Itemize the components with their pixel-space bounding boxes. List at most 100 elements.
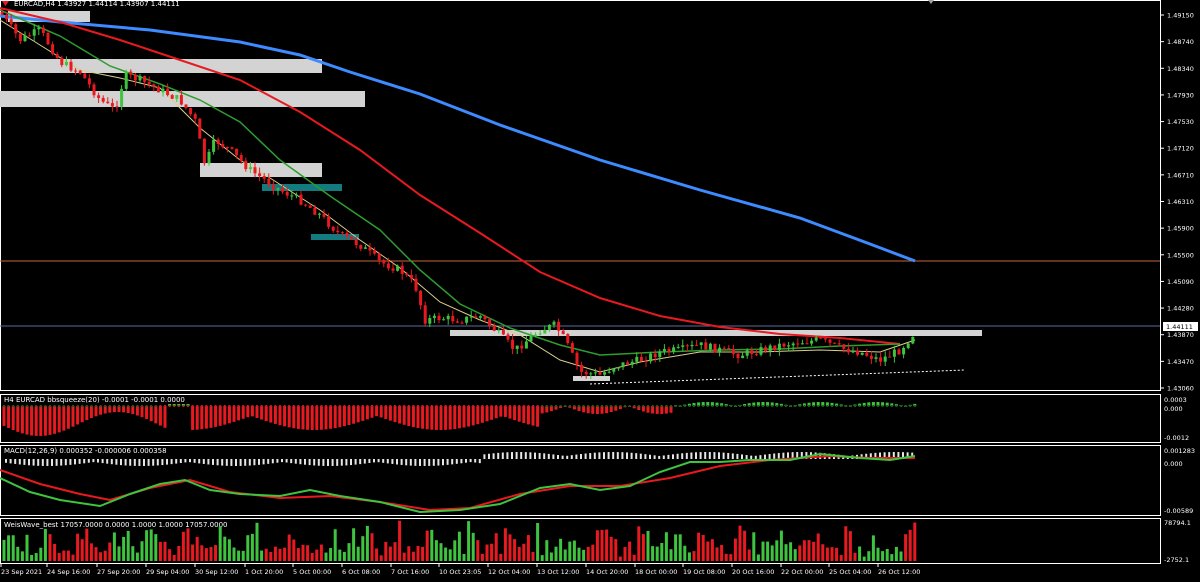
bbsqueeze-header: H4 EURCAD bbsqueeze(20) -0.0001 -0.0001 … [4,396,185,404]
bull-candle [534,334,538,336]
weis-bar [651,546,655,561]
weis-bar [425,530,429,561]
bbsqueeze-bar [30,406,34,436]
macd-bar [308,459,311,466]
macd-bar [658,455,661,459]
weis-bar [80,539,84,561]
bbsqueeze-dot [62,405,65,407]
macd-bar [110,459,113,465]
bbsqueeze-dot [274,405,277,407]
bull-candle [658,351,662,358]
weis-bar [904,534,908,561]
bbsqueeze-dot [458,405,461,407]
bbsqueeze-bar [480,406,484,423]
bbsqueeze-bar [439,406,443,430]
weis-bar [591,544,595,561]
weis-bar [913,522,917,561]
weis-bar [34,553,38,561]
macd-bar [271,459,274,464]
bbsqueeze-dot [564,405,567,407]
macd-bar [754,455,757,459]
macd-bar [718,452,720,459]
weis-bar [25,534,29,561]
macd-bar [589,453,592,459]
macd-bar [78,459,81,464]
bear-candle [391,268,395,271]
weis-bar [522,543,526,561]
weis-bar [214,545,218,561]
weis-bar [586,546,590,561]
macd-bar [524,452,527,459]
bbsqueeze-dot [582,405,585,407]
bbsqueeze-dot [771,405,774,407]
weis-bar [899,551,903,561]
weis-bar [600,529,604,561]
macd-bar [138,459,141,466]
bbsqueeze-bar [761,402,765,406]
macd-bar [575,454,578,459]
bbsqueeze-bar [388,406,392,421]
bbsqueeze-bar [103,406,107,414]
candlesticks[interactable] [0,8,915,379]
bbsqueeze-bar [324,406,328,430]
bbsqueeze-bar [62,406,66,431]
bbsqueeze-dot [237,405,240,407]
macd-bar [483,454,486,459]
macd-bar [469,459,472,463]
bbsqueeze-bar [752,402,756,406]
weis-bar [559,538,563,561]
macd-bar [538,452,541,459]
bbsqueeze-dot [292,405,295,407]
bbsqueeze-dot [702,405,705,407]
macd-bar [221,459,224,466]
macd-bar [681,453,684,459]
grey-zone [573,376,610,381]
bbsqueeze-tick-label: 0.000 [1164,405,1183,413]
bbsqueeze-dot [72,405,74,407]
bbsqueeze-dot [435,405,438,407]
macd-tick-label: -0.00589 [1164,507,1193,515]
macd-bar [239,459,242,466]
macd-bar [97,459,99,463]
macd-bar [566,455,569,459]
bbsqueeze-bar [697,402,701,406]
weis-bar [177,545,181,561]
bbsqueeze-bar [283,406,287,427]
bbsqueeze-bar [149,406,153,422]
macd-bar [170,459,173,465]
grey-zone [200,163,322,177]
bbsqueeze-dot [886,405,889,407]
bear-candle [262,176,266,179]
bbsqueeze-dot [835,405,838,407]
macd-bar [529,452,532,459]
weis-bar [724,553,728,561]
bbsqueeze-bar [448,406,452,430]
weis-bar [11,535,15,561]
macd-bar [340,459,343,466]
bbsqueeze-dots [3,405,916,407]
bbsqueeze-dot [329,405,332,407]
bear-candle [304,204,308,206]
macd-bar [465,459,467,463]
bbsqueeze-dot [444,405,447,407]
macd-bar [60,459,63,466]
macd-bar [630,452,633,459]
bbsqueeze-bar [545,406,549,413]
bear-candle [46,32,50,45]
bbsqueeze-bar [687,403,691,406]
bbsqueeze-dot [545,405,548,407]
bear-candle [722,347,726,349]
trend-line[interactable] [589,369,966,385]
weis-bar [830,547,834,561]
bbsqueeze-dot [499,405,502,407]
bull-candle [446,315,450,320]
bear-candle [97,95,101,99]
weis-bar [103,550,107,561]
teal-zone [311,234,359,240]
bbsqueeze-dot [159,405,162,407]
weis-bar [674,534,678,561]
bbsqueeze-bar [692,402,696,406]
time-tick-label: 5 Oct 00:00 [293,568,331,576]
bear-candle [253,167,257,174]
